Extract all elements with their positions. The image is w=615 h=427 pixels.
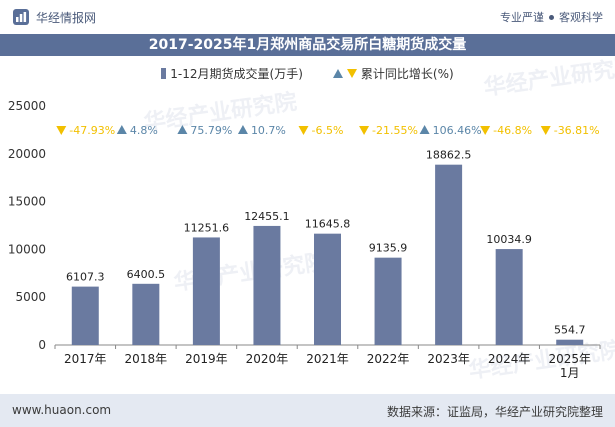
bar-chart: 华经产业研究院华经产业研究院华经产业研究院华经产业研究院050001000015…: [8, 54, 615, 384]
x-tick-label-5: 2022年: [367, 352, 410, 366]
legend-label-volume: 1-12月期货成交量(万手): [170, 66, 303, 81]
separator-dot-icon: [549, 14, 554, 20]
footer-source: 数据来源：证监局，华经产业研究院整理: [386, 405, 603, 419]
legend-item-growth: 累计同比增长(%): [332, 65, 454, 82]
growth-label-3: 10.7%: [251, 124, 286, 137]
brand: 华经情报网: [12, 7, 96, 27]
growth-down-marker: [359, 126, 370, 135]
brand-logo-icon: [13, 9, 29, 25]
growth-label-8: -36.81%: [554, 124, 600, 137]
growth-label-7: -46.8%: [493, 124, 532, 137]
data-label-7: 10034.9: [486, 233, 532, 246]
bar-swatch-icon: [161, 67, 167, 79]
x-tick-label-0: 2017年: [64, 352, 107, 366]
x-tick-label-6: 2023年: [427, 352, 470, 366]
growth-up-marker: [177, 125, 188, 134]
y-tick-label: 0: [38, 338, 46, 352]
header-tags: 专业严谨 客观科学: [500, 9, 603, 25]
data-label-2: 11251.6: [184, 221, 230, 234]
growth-label-2: 75.79%: [190, 124, 232, 137]
data-label-3: 12455.1: [244, 210, 290, 223]
triangle-up-icon: [332, 68, 343, 78]
y-tick-label: 10000: [8, 242, 46, 256]
footer: www.huaon.com 数据来源：证监局，华经产业研究院整理: [0, 394, 615, 427]
bar-3: [253, 225, 281, 345]
y-tick-label: 15000: [8, 195, 46, 209]
watermark-1: 华经产业研究院: [482, 54, 615, 101]
data-label-6: 18862.5: [426, 149, 472, 162]
growth-up-marker: [237, 125, 248, 134]
data-label-5: 9135.9: [369, 242, 408, 255]
data-label-0: 6107.3: [66, 271, 105, 284]
growth-up-marker: [419, 125, 430, 134]
growth-down-marker: [298, 126, 309, 135]
legend-item-volume: 1-12月期货成交量(万手): [161, 65, 303, 82]
y-tick-label: 25000: [8, 99, 46, 113]
y-tick-label: 5000: [15, 290, 46, 304]
bar-5: [374, 257, 402, 345]
growth-up-marker: [116, 125, 127, 134]
x-tick-label-3: 2020年: [246, 352, 289, 366]
growth-label-6: 106.46%: [433, 124, 482, 137]
top-bar: 华经情报网 专业严谨 客观科学: [0, 0, 615, 34]
data-label-1: 6400.5: [127, 268, 166, 281]
header-tag-professional: 专业严谨: [500, 11, 544, 24]
data-label-8: 554.7: [554, 324, 586, 337]
legend-label-growth: 累计同比增长(%): [360, 66, 454, 81]
y-tick-label: 20000: [8, 147, 46, 161]
x-tick-label-7: 2024年: [488, 352, 531, 366]
chart-title: 2017-2025年1月郑州商品交易所白糖期货成交量: [0, 34, 615, 56]
x-tick-label-1: 2018年: [125, 352, 168, 366]
triangle-down-icon: [346, 68, 357, 78]
growth-down-marker: [480, 126, 491, 135]
bar-0: [71, 286, 99, 345]
growth-label-1: 4.8%: [130, 124, 158, 137]
header-tag-objective: 客观科学: [559, 11, 603, 24]
growth-down-marker: [540, 126, 551, 135]
growth-label-4: -6.5%: [312, 124, 344, 137]
x-tick-label-8: 2025年: [548, 352, 591, 366]
bar-1: [132, 283, 160, 345]
legend: 1-12月期货成交量(万手) 累计同比增长(%): [0, 64, 615, 82]
x-tick-label-8: 1月: [560, 366, 580, 380]
footer-website: www.huaon.com: [12, 403, 112, 417]
bar-8: [556, 339, 584, 345]
brand-name: 华经情报网: [36, 10, 97, 25]
bar-7: [495, 249, 523, 345]
growth-label-5: -21.55%: [372, 124, 418, 137]
x-tick-label-2: 2019年: [185, 352, 228, 366]
data-label-4: 11645.8: [305, 218, 351, 231]
bar-2: [192, 237, 220, 345]
growth-down-marker: [56, 126, 67, 135]
bar-6: [435, 164, 463, 345]
growth-label-0: -47.93%: [69, 124, 115, 137]
x-tick-label-4: 2021年: [306, 352, 349, 366]
bar-4: [314, 233, 341, 345]
